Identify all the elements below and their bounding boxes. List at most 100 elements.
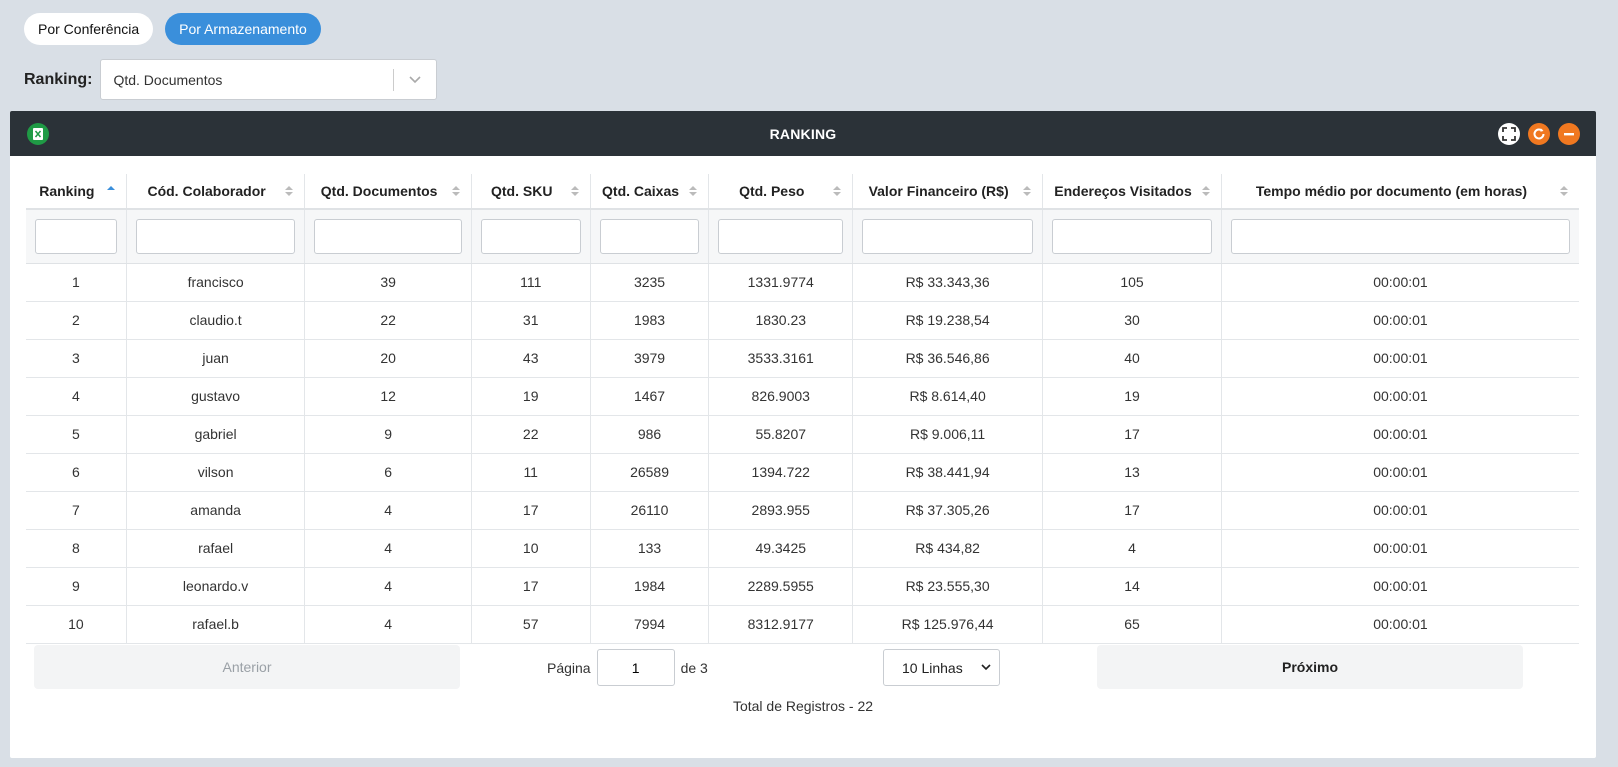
table-cell: claudio.t bbox=[126, 301, 306, 340]
table-cell: 13 bbox=[1042, 453, 1222, 492]
table-cell: 17 bbox=[471, 491, 591, 530]
table-cell: vilson bbox=[126, 453, 306, 492]
table-cell: 65 bbox=[1042, 605, 1222, 644]
table-cell: 00:00:01 bbox=[1221, 491, 1579, 530]
sort-icon bbox=[1201, 186, 1210, 196]
column-header[interactable]: Qtd. SKU bbox=[471, 174, 591, 210]
table-cell: 6 bbox=[304, 453, 472, 492]
column-header[interactable]: Valor Financeiro (R$) bbox=[852, 174, 1044, 210]
column-header[interactable]: Cód. Colaborador bbox=[126, 174, 306, 210]
filter-input[interactable] bbox=[718, 218, 844, 254]
table-cell: 8 bbox=[26, 529, 127, 568]
sort-icon bbox=[1023, 186, 1032, 196]
table-cell: rafael bbox=[126, 529, 306, 568]
table-cell: 111 bbox=[471, 263, 591, 302]
column-header[interactable]: Endereços Visitados bbox=[1042, 174, 1222, 210]
table-cell: 00:00:01 bbox=[1221, 339, 1579, 378]
filter-input[interactable] bbox=[599, 218, 700, 254]
table-cell: 2893.955 bbox=[708, 491, 854, 530]
panel-title: RANKING bbox=[769, 125, 837, 142]
table-row[interactable]: 10 rafael.b 4 57 7994 8312.9177 R$ 125.976,44 6… bbox=[26, 605, 1579, 644]
table-cell: 39 bbox=[304, 263, 472, 302]
column-header[interactable]: Qtd. Peso bbox=[708, 174, 854, 210]
table-cell: 1983 bbox=[590, 301, 710, 340]
collapse-icon[interactable] bbox=[1558, 123, 1580, 145]
table-cell: 40 bbox=[1042, 339, 1222, 378]
column-header[interactable]: Ranking bbox=[26, 174, 127, 210]
table-cell: 4 bbox=[304, 491, 472, 530]
page-total-label: de 3 bbox=[680, 659, 708, 676]
table-cell: 20 bbox=[304, 339, 472, 378]
table-cell: R$ 9.006,11 bbox=[852, 415, 1044, 454]
table-row[interactable]: 3 juan 20 43 3979 3533.3161 R$ 36.546,86 40 00:0… bbox=[26, 339, 1579, 378]
page-number-input[interactable] bbox=[596, 649, 675, 686]
table-cell: 00:00:01 bbox=[1221, 415, 1579, 454]
sort-icon bbox=[570, 186, 579, 196]
table-cell: 12 bbox=[304, 377, 472, 416]
table-cell: 43 bbox=[471, 339, 591, 378]
table-cell: R$ 19.238,54 bbox=[852, 301, 1044, 340]
column-header[interactable]: Qtd. Caixas bbox=[590, 174, 710, 210]
table-row[interactable]: 8 rafael 4 10 133 49.3425 R$ 434,82 4 00:00:01 bbox=[26, 529, 1579, 568]
table-row[interactable]: 2 claudio.t 22 31 1983 1830.23 R$ 19.238,54 30 0… bbox=[26, 301, 1579, 340]
fullscreen-icon[interactable] bbox=[1498, 123, 1520, 145]
table-cell: 7 bbox=[26, 491, 127, 530]
table-cell: rafael.b bbox=[126, 605, 306, 644]
tab-por-armazenamento[interactable]: Por Armazenamento bbox=[165, 13, 321, 45]
ranking-table: Ranking Cód. Colaborador Qtd. Documentos… bbox=[26, 174, 1579, 644]
filter-input[interactable] bbox=[314, 218, 462, 254]
table-cell: 00:00:01 bbox=[1221, 301, 1579, 340]
table-cell: 00:00:01 bbox=[1221, 567, 1579, 606]
column-header[interactable]: Qtd. Documentos bbox=[304, 174, 472, 210]
refresh-icon[interactable] bbox=[1528, 123, 1550, 145]
table-row[interactable]: 1 francisco 39 111 3235 1331.9774 R$ 33.343,36… bbox=[26, 263, 1579, 302]
table-cell: gustavo bbox=[126, 377, 306, 416]
table-row[interactable]: 7 amanda 4 17 26110 2893.955 R$ 37.305,26 17 00:… bbox=[26, 491, 1579, 530]
panel-header: RANKING bbox=[10, 111, 1596, 156]
filter-input[interactable] bbox=[862, 218, 1034, 254]
tab-por-conferencia[interactable]: Por Conferência bbox=[24, 13, 154, 45]
table-cell: 1984 bbox=[590, 567, 710, 606]
table-cell: 3 bbox=[26, 339, 127, 378]
page-label: Página bbox=[547, 659, 591, 676]
table-cell: 49.3425 bbox=[708, 529, 854, 568]
table-cell: 4 bbox=[304, 605, 472, 644]
filter-input[interactable] bbox=[480, 218, 581, 254]
table-row[interactable]: 4 gustavo 12 19 1467 826.9003 R$ 8.614,40 19 00:… bbox=[26, 377, 1579, 416]
filter-input[interactable] bbox=[35, 218, 117, 254]
table-cell: 10 bbox=[471, 529, 591, 568]
table-body: 1 francisco 39 111 3235 1331.9774 R$ 33.343,36… bbox=[26, 263, 1579, 644]
table-row[interactable]: 9 leonardo.v 4 17 1984 2289.5955 R$ 23.555,30 1… bbox=[26, 567, 1579, 606]
rows-per-page-select[interactable]: 10 Linhas bbox=[883, 649, 1000, 686]
next-button[interactable]: Próximo bbox=[1097, 645, 1523, 689]
table-cell: 6 bbox=[26, 453, 127, 492]
previous-button[interactable]: Anterior bbox=[34, 645, 460, 689]
sort-asc-icon bbox=[106, 186, 115, 190]
table-cell: 1331.9774 bbox=[708, 263, 854, 302]
table-cell: 1830.23 bbox=[708, 301, 854, 340]
filter-input[interactable] bbox=[1230, 218, 1570, 254]
chevron-down-icon[interactable] bbox=[394, 60, 436, 99]
sort-icon bbox=[285, 186, 294, 196]
table-cell: francisco bbox=[126, 263, 306, 302]
table-cell: 00:00:01 bbox=[1221, 605, 1579, 644]
table-cell: 9 bbox=[304, 415, 472, 454]
table-row[interactable]: 5 gabriel 9 22 986 55.8207 R$ 9.006,11 17 00:00:… bbox=[26, 415, 1579, 454]
table-cell: 1 bbox=[26, 263, 127, 302]
total-records: Total de Registros - 22 bbox=[732, 698, 874, 714]
table-cell: leonardo.v bbox=[126, 567, 306, 606]
column-header[interactable]: Tempo médio por documento (em horas) bbox=[1221, 174, 1579, 210]
table-row[interactable]: 6 vilson 6 11 26589 1394.722 R$ 38.441,94 13 00:… bbox=[26, 453, 1579, 492]
filter-input[interactable] bbox=[1052, 218, 1212, 254]
sort-icon bbox=[833, 186, 842, 196]
table-cell: 4 bbox=[304, 567, 472, 606]
table-cell: 31 bbox=[471, 301, 591, 340]
excel-export-icon[interactable] bbox=[27, 123, 49, 145]
table-cell: 826.9003 bbox=[708, 377, 854, 416]
sort-icon bbox=[451, 186, 460, 196]
table-cell: 22 bbox=[471, 415, 591, 454]
ranking-select[interactable]: Qtd. Documentos bbox=[100, 59, 438, 100]
table-cell: 14 bbox=[1042, 567, 1222, 606]
chevron-down-icon bbox=[981, 664, 991, 671]
filter-input[interactable] bbox=[135, 218, 296, 254]
